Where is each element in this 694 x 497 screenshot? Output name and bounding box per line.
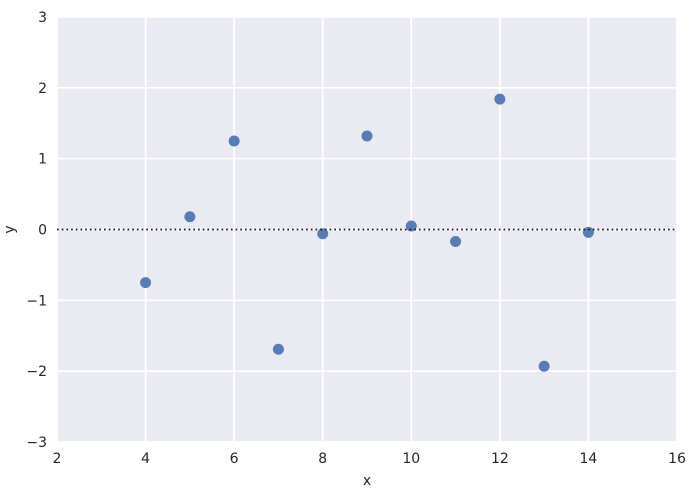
data-point: [450, 236, 462, 248]
x-tick-label: 14: [580, 451, 598, 467]
y-tick-label: 2: [38, 81, 47, 97]
data-point: [361, 130, 373, 142]
data-point: [140, 277, 152, 289]
x-tick-label: 6: [230, 451, 239, 467]
y-axis-label: y: [2, 225, 18, 233]
x-tick-label: 10: [402, 451, 420, 467]
x-tick-label: 4: [141, 451, 150, 467]
x-tick-label: 16: [668, 451, 686, 467]
x-tick-label: 12: [491, 451, 509, 467]
x-tick-label: 2: [53, 451, 62, 467]
y-tick-label: 0: [38, 223, 47, 239]
data-point: [272, 343, 284, 355]
data-point: [228, 135, 240, 147]
data-point: [184, 211, 196, 223]
data-point: [582, 226, 594, 238]
y-tick-label: −1: [26, 293, 47, 309]
y-tick-label: −2: [26, 364, 47, 380]
y-tick-label: 1: [38, 152, 47, 168]
x-tick-label: 8: [318, 451, 327, 467]
y-tick-label: 3: [38, 10, 47, 26]
data-point: [494, 93, 506, 105]
x-axis-label: x: [363, 473, 371, 489]
data-point: [538, 360, 550, 372]
y-tick-label: −3: [26, 435, 47, 451]
data-point: [405, 220, 417, 232]
data-point: [317, 228, 329, 240]
